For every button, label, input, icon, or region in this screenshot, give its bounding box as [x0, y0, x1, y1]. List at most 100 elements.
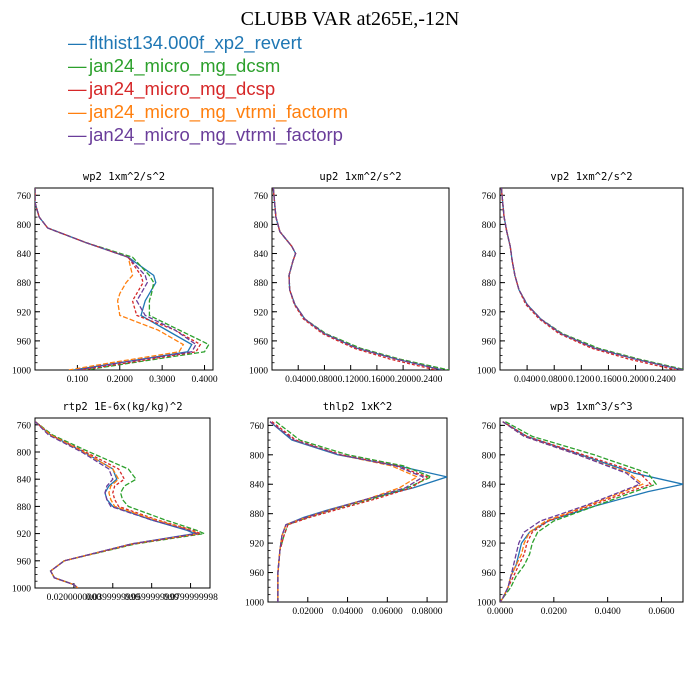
- plot-frame: [499, 417, 684, 603]
- series-line-3: [269, 421, 419, 602]
- series-line-2: [500, 188, 677, 370]
- x-tick-label: 0.2000: [107, 375, 133, 385]
- legend-line-marker: —: [68, 78, 87, 99]
- legend-label: jan24_micro_mg_dcsm: [89, 55, 281, 76]
- y-tick-label: 800: [482, 451, 497, 461]
- y-tick-label: 800: [17, 449, 32, 459]
- x-tick-label: 0.08000: [412, 607, 443, 617]
- x-tick-label: 0.0400: [285, 375, 311, 385]
- panel-1: up2 1xm^2/s^2 760 800 840 880 920 960 1000 0.040…: [249, 171, 450, 385]
- series-line-0: [272, 188, 443, 370]
- y-tick-label: 960: [482, 337, 497, 347]
- legend-line-marker: —: [68, 101, 87, 122]
- legend-item: — jan24_micro_mg_vtrmi_factorm: [68, 100, 348, 123]
- panel-4: thlp2 1xK^2 760 800 840 880 920 960 1000 0.02000…: [245, 401, 448, 617]
- panel-title: up2 1xm^2/s^2: [319, 171, 401, 183]
- panel-title: vp2 1xm^2/s^2: [550, 171, 632, 183]
- y-tick-label: 1000: [12, 585, 31, 595]
- x-tick-label: 0.0800: [541, 375, 567, 385]
- panel-title: wp3 1xm^3/s^3: [550, 401, 632, 413]
- x-tick-label: 0.100: [67, 375, 89, 385]
- plot-frame: [267, 417, 448, 603]
- x-tick-label: 0.1200: [338, 375, 364, 385]
- y-tick-label: 920: [482, 308, 497, 318]
- y-tick-label: 1000: [477, 367, 496, 377]
- series-line-1: [275, 421, 433, 602]
- x-tick-label: 0.3000: [149, 375, 175, 385]
- y-tick-label: 880: [482, 279, 497, 289]
- y-tick-label: 1000: [12, 367, 31, 377]
- y-tick-label: 840: [17, 476, 32, 486]
- series-line-4: [35, 188, 197, 370]
- y-tick-label: 760: [254, 192, 269, 202]
- x-tick-label: 0.0399999999: [85, 593, 140, 603]
- series-line-3: [272, 188, 443, 370]
- x-tick-label: 0.2000: [390, 375, 416, 385]
- x-tick-label: 0.0200000000: [47, 593, 102, 603]
- legend-label: jan24_micro_mg_dcsp: [89, 78, 276, 99]
- series-line-1: [272, 188, 449, 370]
- y-tick-label: 760: [482, 192, 497, 202]
- series-line-4: [269, 421, 425, 602]
- series-line-1: [500, 421, 658, 602]
- x-tick-label: 0.1600: [595, 375, 621, 385]
- panel-title: thlp2 1xK^2: [323, 401, 393, 413]
- y-tick-label: 920: [250, 540, 265, 550]
- y-tick-label: 800: [254, 221, 269, 231]
- legend-item: — jan24_micro_mg_vtrmi_factorp: [68, 123, 348, 146]
- panel-2: vp2 1xm^2/s^2 760 800 840 880 920 960 1000 0.040…: [477, 171, 684, 385]
- y-tick-label: 760: [17, 192, 32, 202]
- x-tick-label: 0.1200: [568, 375, 594, 385]
- series-line-3: [35, 188, 185, 370]
- series-line-4: [500, 421, 642, 602]
- y-tick-label: 760: [17, 421, 32, 431]
- plot-frame: [34, 417, 211, 589]
- series-line-2: [500, 421, 652, 602]
- y-tick-label: 840: [17, 250, 32, 260]
- plot-frame: [34, 187, 214, 371]
- series-line-4: [35, 420, 199, 588]
- series-line-0: [500, 188, 683, 370]
- x-tick-label: 0.0600: [648, 607, 674, 617]
- x-tick-label: 0.4000: [191, 375, 217, 385]
- plot-frame: [271, 187, 450, 371]
- series-line-4: [500, 188, 683, 370]
- y-tick-label: 960: [254, 337, 269, 347]
- series-line-2: [271, 421, 429, 602]
- x-tick-label: 0.0800: [311, 375, 337, 385]
- series-line-3: [500, 188, 683, 370]
- y-tick-label: 880: [250, 510, 265, 520]
- x-tick-label: 0.06000: [372, 607, 403, 617]
- y-tick-label: 880: [254, 279, 269, 289]
- panel-title: wp2 1xm^2/s^2: [83, 171, 165, 183]
- panel-title: rtp2 1E-6x(kg/kg)^2: [62, 401, 182, 413]
- y-tick-label: 960: [17, 337, 32, 347]
- series-line-0: [35, 420, 197, 588]
- x-tick-label: 0.0000: [487, 607, 513, 617]
- legend-item: — jan24_micro_mg_dcsm: [68, 54, 348, 77]
- series-line-0: [500, 421, 683, 602]
- y-tick-label: 920: [17, 530, 32, 540]
- series-line-2: [35, 420, 203, 588]
- y-tick-label: 840: [254, 250, 269, 260]
- x-tick-label: 0.0200: [541, 607, 567, 617]
- series-line-3: [500, 421, 644, 602]
- series-line-2: [272, 188, 437, 370]
- legend-item: — jan24_micro_mg_dcsp: [68, 77, 348, 100]
- y-tick-label: 840: [250, 481, 265, 491]
- x-tick-label: 0.02000: [292, 607, 323, 617]
- x-tick-label: 0.0400: [514, 375, 540, 385]
- x-tick-label: 0.0400: [595, 607, 621, 617]
- y-tick-label: 920: [17, 308, 32, 318]
- legend-label: jan24_micro_mg_vtrmi_factorm: [89, 101, 349, 122]
- y-tick-label: 960: [482, 569, 497, 579]
- panel-5: wp3 1xm^3/s^3 760 800 840 880 920 960 10000.000…: [477, 401, 684, 617]
- y-tick-label: 880: [482, 510, 497, 520]
- y-tick-label: 960: [17, 557, 32, 567]
- y-tick-label: 880: [17, 503, 32, 513]
- x-tick-label: 0.04000: [332, 607, 363, 617]
- series-line-2: [35, 188, 202, 370]
- plot-frame: [499, 187, 684, 371]
